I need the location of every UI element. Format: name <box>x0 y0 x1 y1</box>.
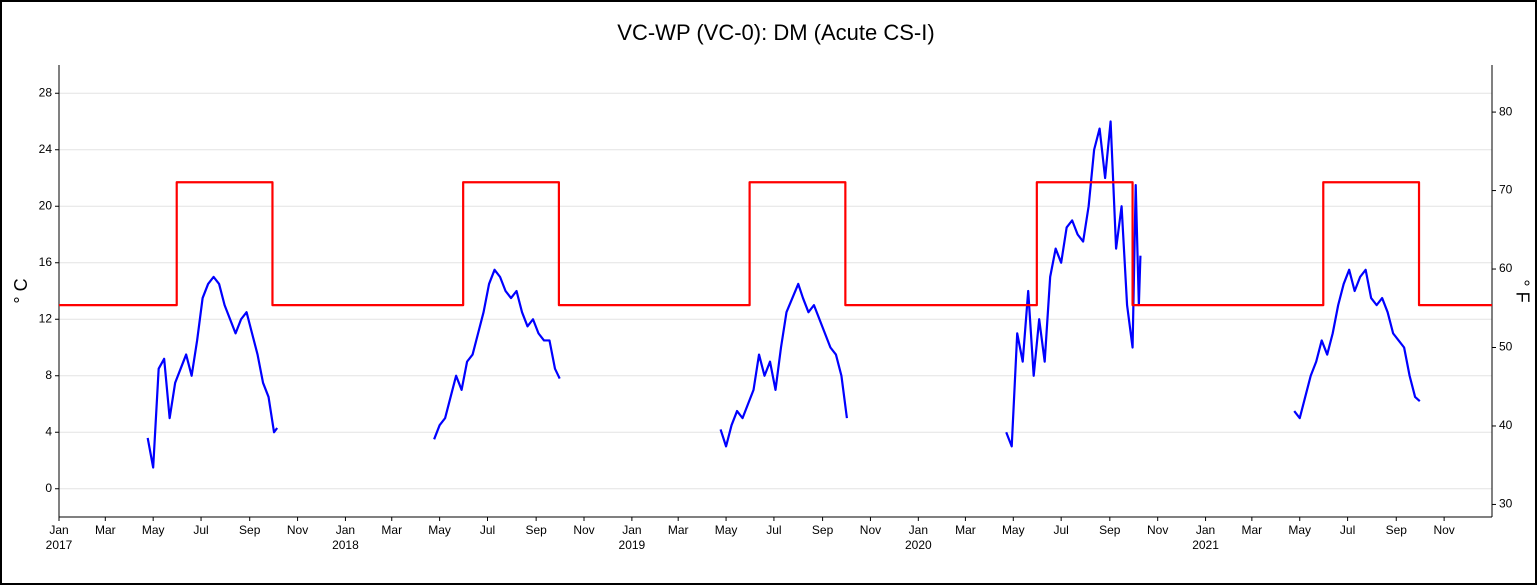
x-tick-label: Sep <box>812 523 834 537</box>
y-tick-label: 12 <box>39 311 53 325</box>
y-tick-label: 0 <box>45 481 52 495</box>
x-tick-label: Mar <box>381 523 402 537</box>
x-tick-label: Jan <box>1196 523 1215 537</box>
x-year-label: 2020 <box>905 538 932 552</box>
y2-tick-label: 40 <box>1499 418 1513 432</box>
x-tick-label: Jul <box>193 523 208 537</box>
x-year-label: 2018 <box>332 538 359 552</box>
y2-tick-label: 70 <box>1499 183 1513 197</box>
y-tick-label: 20 <box>39 198 53 212</box>
y2-tick-label: 60 <box>1499 261 1513 275</box>
x-tick-label: Mar <box>1242 523 1263 537</box>
x-tick-label: Jul <box>766 523 781 537</box>
x-tick-label: Jan <box>909 523 928 537</box>
y-tick-label: 16 <box>39 255 53 269</box>
x-tick-label: Sep <box>1386 523 1408 537</box>
y2-tick-label: 50 <box>1499 340 1513 354</box>
x-tick-label: Sep <box>239 523 261 537</box>
x-tick-label: Jul <box>480 523 495 537</box>
y2-tick-label: 80 <box>1499 104 1513 118</box>
x-tick-label: Jul <box>1053 523 1068 537</box>
x-tick-label: Jan <box>622 523 641 537</box>
x-year-label: 2019 <box>619 538 646 552</box>
x-tick-label: Mar <box>668 523 689 537</box>
x-tick-label: Nov <box>573 523 594 537</box>
x-tick-label: Mar <box>955 523 976 537</box>
y-tick-label: 8 <box>45 368 52 382</box>
x-tick-label: Jan <box>49 523 68 537</box>
x-year-label: 2021 <box>1192 538 1219 552</box>
x-tick-label: Nov <box>1147 523 1168 537</box>
x-tick-label: Jul <box>1340 523 1355 537</box>
x-tick-label: Nov <box>1433 523 1454 537</box>
x-tick-label: Mar <box>95 523 116 537</box>
chart-title: VC-WP (VC-0): DM (Acute CS-I) <box>617 20 934 45</box>
x-tick-label: May <box>1288 523 1311 537</box>
x-tick-label: May <box>428 523 451 537</box>
y2-axis-label: ° F <box>1512 279 1532 302</box>
x-tick-label: Sep <box>525 523 547 537</box>
x-tick-label: May <box>1002 523 1025 537</box>
data-line <box>59 181 1492 307</box>
y-axis-label: ° C <box>11 278 31 303</box>
y2-tick-label: 30 <box>1499 497 1513 511</box>
y-tick-label: 24 <box>39 142 53 156</box>
y-tick-label: 4 <box>45 424 52 438</box>
x-tick-label: May <box>715 523 738 537</box>
x-tick-label: Jan <box>336 523 355 537</box>
y-tick-label: 28 <box>39 85 53 99</box>
x-tick-label: Nov <box>860 523 881 537</box>
data-line <box>146 120 1421 469</box>
x-tick-label: Nov <box>287 523 308 537</box>
x-tick-label: May <box>142 523 165 537</box>
x-tick-label: Sep <box>1099 523 1121 537</box>
x-year-label: 2017 <box>46 538 73 552</box>
